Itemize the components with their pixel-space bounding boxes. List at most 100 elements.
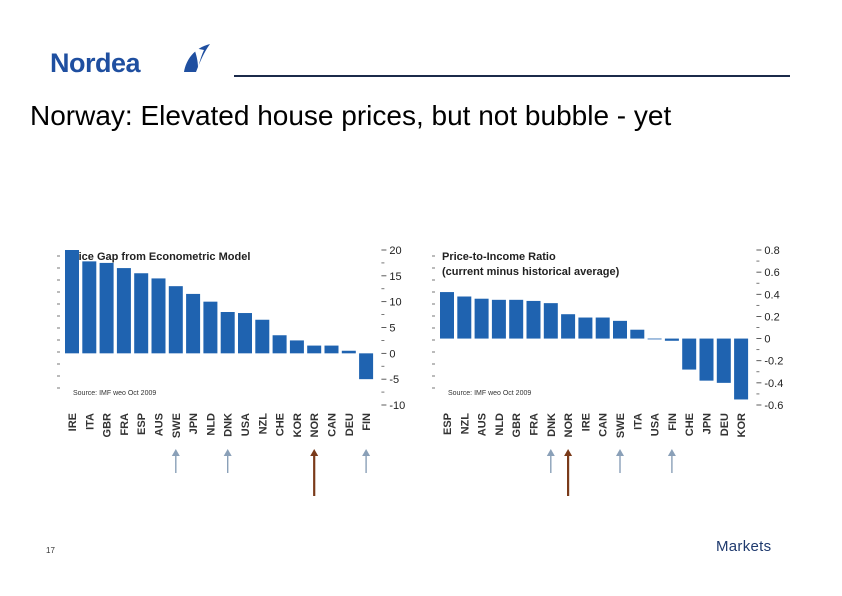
y-tick-label: 0.4 (764, 289, 779, 301)
bar-fra (116, 268, 131, 354)
x-tick-label: ITA (632, 413, 644, 430)
bar-swe (168, 286, 183, 354)
arrow-head-fin (667, 449, 676, 456)
x-tick-label: FIN (361, 413, 373, 431)
bar-can (324, 345, 339, 354)
bar-aus (151, 278, 166, 354)
bar-che (272, 335, 287, 354)
bar-usa (647, 338, 662, 340)
x-tick-label: SWE (171, 413, 183, 438)
x-tick-label: USA (650, 413, 662, 436)
x-tick-label: ESP (136, 413, 148, 435)
y-tick-label: -10 (389, 400, 405, 412)
x-tick-label: FRA (119, 413, 131, 436)
bar-ire (578, 317, 593, 339)
bar-swe (613, 320, 627, 339)
chart-source: Source: IMF weo Oct 2009 (73, 390, 156, 397)
y-tick-label: 10 (389, 297, 401, 309)
bar-esp (134, 273, 149, 354)
y-tick-label: 15 (389, 271, 401, 283)
bar-fin (359, 353, 374, 380)
x-tick-label: GBR (102, 413, 114, 438)
bar-fra (526, 300, 541, 339)
x-tick-label: JPN (702, 413, 714, 434)
bar-gbr (99, 262, 114, 354)
chart-subtitle: (current minus historical average) (442, 266, 620, 278)
bar-fin (664, 338, 679, 341)
arrow-head-dnk (223, 449, 232, 456)
bar-kor (289, 340, 304, 354)
slide-title: Norway: Elevated house prices, but not b… (30, 100, 672, 131)
y-tick-label: -5 (389, 374, 399, 386)
y-tick-label: 0.2 (764, 311, 779, 323)
x-tick-label: GBR (511, 413, 523, 438)
x-tick-label: DEU (344, 413, 356, 436)
bar-jpn (699, 338, 714, 381)
x-tick-label: KOR (292, 413, 304, 438)
chart-title: Price-to-Income Ratio (442, 251, 556, 263)
bar-ire (65, 250, 79, 354)
chart-price-gap: Price Gap from Econometric Model 20 15 10 5 0… (55, 238, 420, 500)
x-tick-label: NOR (563, 413, 575, 438)
x-tick-label: NLD (494, 413, 506, 436)
x-tick-label: JPN (188, 413, 200, 434)
bar-dnk (220, 312, 235, 354)
x-tick-label: CAN (598, 413, 610, 437)
x-tick-label: DEU (719, 413, 731, 436)
bar-jpn (186, 293, 201, 354)
x-tick-label: CHE (275, 413, 287, 436)
bar-deu (716, 338, 731, 383)
bar-nzl (255, 319, 270, 354)
bar-dnk (543, 303, 558, 339)
arrow-head-fin (362, 449, 371, 456)
chart-source: Source: IMF weo Oct 2009 (448, 390, 531, 397)
bar-nld (203, 301, 218, 354)
x-tick-label: IRE (67, 413, 79, 431)
arrow-head-dnk (546, 449, 555, 456)
bar-gbr (509, 299, 524, 339)
y-tick-label: -0.2 (764, 356, 783, 368)
x-tick-label: NZL (257, 413, 269, 435)
x-tick-label: NOR (309, 413, 321, 438)
x-tick-label: NLD (205, 413, 217, 436)
bar-nor (307, 345, 322, 354)
nordea-logo: Nordea (50, 40, 220, 82)
bar-nzl (457, 296, 472, 339)
x-tick-label: FIN (667, 413, 679, 431)
bar-ita (630, 329, 645, 339)
y-tick-label: 0 (389, 348, 395, 360)
chart-svg: Price-to-Income Ratio (current minus hist… (432, 245, 783, 496)
x-tick-label: USA (240, 413, 252, 436)
x-tick-label: CHE (684, 413, 696, 436)
bar-kor (734, 338, 749, 400)
x-tick-label: IRE (580, 413, 592, 431)
y-tick-label: 0 (764, 334, 770, 346)
y-tick-label: 20 (389, 245, 401, 257)
y-tick-label: 0.8 (764, 245, 779, 257)
x-tick-label: AUS (477, 413, 489, 436)
bar-can (595, 317, 610, 339)
arrow-head-nor (310, 449, 319, 456)
x-tick-label: DNK (223, 413, 235, 437)
footer-brand: Markets (716, 538, 772, 555)
x-tick-label: ITA (84, 413, 96, 430)
logo-text: Nordea (50, 48, 141, 78)
x-tick-label: CAN (327, 413, 339, 437)
y-tick-label: -0.6 (764, 400, 783, 412)
bar-nld (491, 299, 506, 339)
sail-icon (184, 44, 210, 72)
bar-ita (82, 261, 97, 354)
x-tick-label: SWE (615, 413, 627, 438)
x-tick-label: NZL (459, 413, 471, 435)
chart-title: Price Gap from Econometric Model (67, 251, 250, 263)
arrow-head-nor (564, 449, 573, 456)
page-number: 17 (46, 546, 55, 555)
arrow-head-swe (171, 449, 180, 456)
chart-svg: Price Gap from Econometric Model 20 15 10 5 0… (57, 245, 405, 496)
bar-nor (561, 314, 576, 339)
x-tick-label: KOR (736, 413, 748, 438)
y-tick-label: 5 (389, 323, 395, 335)
x-tick-label: AUS (154, 413, 166, 436)
chart-price-to-income: Price-to-Income Ratio (current minus hist… (430, 238, 795, 500)
header-rule (234, 75, 790, 77)
